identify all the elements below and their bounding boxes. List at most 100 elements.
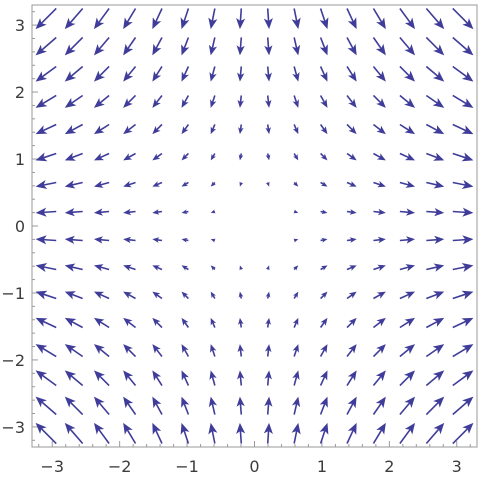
arrow-head (210, 181, 216, 187)
y-tick-label: 1 (15, 150, 25, 169)
arrow-shaft (183, 403, 190, 415)
arrow-shaft (40, 7, 57, 25)
vector-arrow (373, 264, 386, 272)
arrow-head (433, 263, 445, 272)
arrow-shaft (127, 65, 137, 77)
arrow-shaft (266, 37, 270, 49)
arrow-head (432, 344, 445, 355)
arrow-head (291, 17, 301, 30)
arrow-shaft (99, 348, 110, 358)
arrow-head (237, 99, 244, 108)
arrow-shaft (426, 181, 438, 186)
vector-arrow (208, 8, 218, 30)
arrow-shaft (43, 210, 57, 214)
arrow-head (210, 209, 216, 214)
arrow-head (461, 344, 474, 354)
vector-arrow (346, 37, 357, 56)
arrow-head (405, 236, 416, 244)
vector-arrow (265, 181, 270, 187)
vector-arrow (152, 265, 163, 271)
vector-arrow (152, 317, 163, 329)
arrow-head (152, 317, 161, 327)
arrow-shaft (211, 124, 216, 130)
vector-arrow (452, 370, 474, 387)
arrow-shaft (155, 95, 163, 104)
vector-arrow (265, 95, 272, 108)
arrow-head (208, 44, 218, 56)
vector-arrow (452, 7, 474, 30)
arrow-head (461, 71, 474, 82)
arrow-shaft (399, 181, 410, 186)
arrow-shaft (372, 348, 382, 358)
arrow-shaft (425, 428, 440, 445)
arrow-shaft (42, 152, 57, 159)
arrow-shaft (183, 95, 190, 104)
arrow-shaft (98, 65, 110, 77)
arrow-shaft (185, 239, 189, 242)
vector-arrow (208, 422, 218, 444)
arrow-shaft (399, 238, 409, 242)
arrow-shaft (239, 295, 243, 299)
arrow-shaft (127, 348, 137, 358)
arrow-head (209, 71, 217, 82)
arrow-shaft (346, 375, 354, 386)
vector-arrow (264, 370, 272, 386)
vector-arrow (452, 123, 474, 135)
arrow-head (404, 44, 416, 56)
arrow-head (319, 422, 329, 435)
arrow-shaft (319, 8, 326, 23)
arrow-shaft (156, 152, 163, 158)
arrow-head (35, 71, 48, 82)
arrow-shaft (426, 152, 438, 159)
arrow-head (152, 237, 160, 243)
x-tick-label: 1 (317, 457, 327, 476)
vector-arrow (93, 264, 110, 272)
vector-arrow (93, 152, 110, 161)
arrow-shaft (319, 95, 326, 104)
arrow-head (208, 396, 218, 408)
vector-arrow (152, 422, 163, 444)
arrow-head (432, 317, 445, 327)
arrow-head (181, 317, 189, 326)
arrow-head (93, 97, 105, 108)
arrow-shaft (320, 152, 325, 158)
vector-arrow (346, 396, 357, 415)
arrow-head (236, 422, 246, 435)
vector-arrow (210, 153, 217, 161)
vector-arrow (319, 370, 328, 386)
arrow-shaft (183, 66, 190, 77)
vector-arrow (152, 152, 163, 161)
arrow-shaft (69, 7, 84, 24)
arrow-head (208, 17, 218, 30)
arrow-head (376, 125, 386, 135)
arrow-head (263, 422, 273, 435)
vector-arrow (346, 344, 357, 357)
vector-arrow (346, 8, 357, 30)
vector-arrow (152, 181, 163, 187)
vector-arrow (181, 181, 189, 187)
arrow-head (238, 154, 244, 161)
arrow-shaft (155, 321, 163, 329)
arrow-head (210, 344, 217, 353)
arrow-shaft (41, 347, 57, 358)
vector-arrow (319, 66, 328, 82)
arrow-head (64, 208, 75, 217)
vector-arrow (35, 396, 57, 416)
arrow-head (237, 370, 245, 380)
vector-arrow (208, 37, 218, 56)
arrow-shaft (70, 347, 84, 358)
arrow-head (181, 71, 189, 82)
arrow-shaft (372, 65, 382, 77)
arrow-shaft (425, 374, 439, 387)
arrow-shaft (97, 428, 110, 444)
arrow-shaft (155, 37, 163, 50)
y-tick-label: −2 (1, 351, 25, 370)
arrow-shaft (372, 8, 383, 23)
arrow-shaft (127, 152, 136, 159)
arrow-shaft (127, 321, 137, 329)
arrow-shaft (426, 266, 438, 271)
arrow-shaft (266, 124, 270, 130)
arrow-head (320, 153, 328, 161)
arrow-head (238, 291, 244, 298)
vector-arrow (425, 422, 445, 445)
